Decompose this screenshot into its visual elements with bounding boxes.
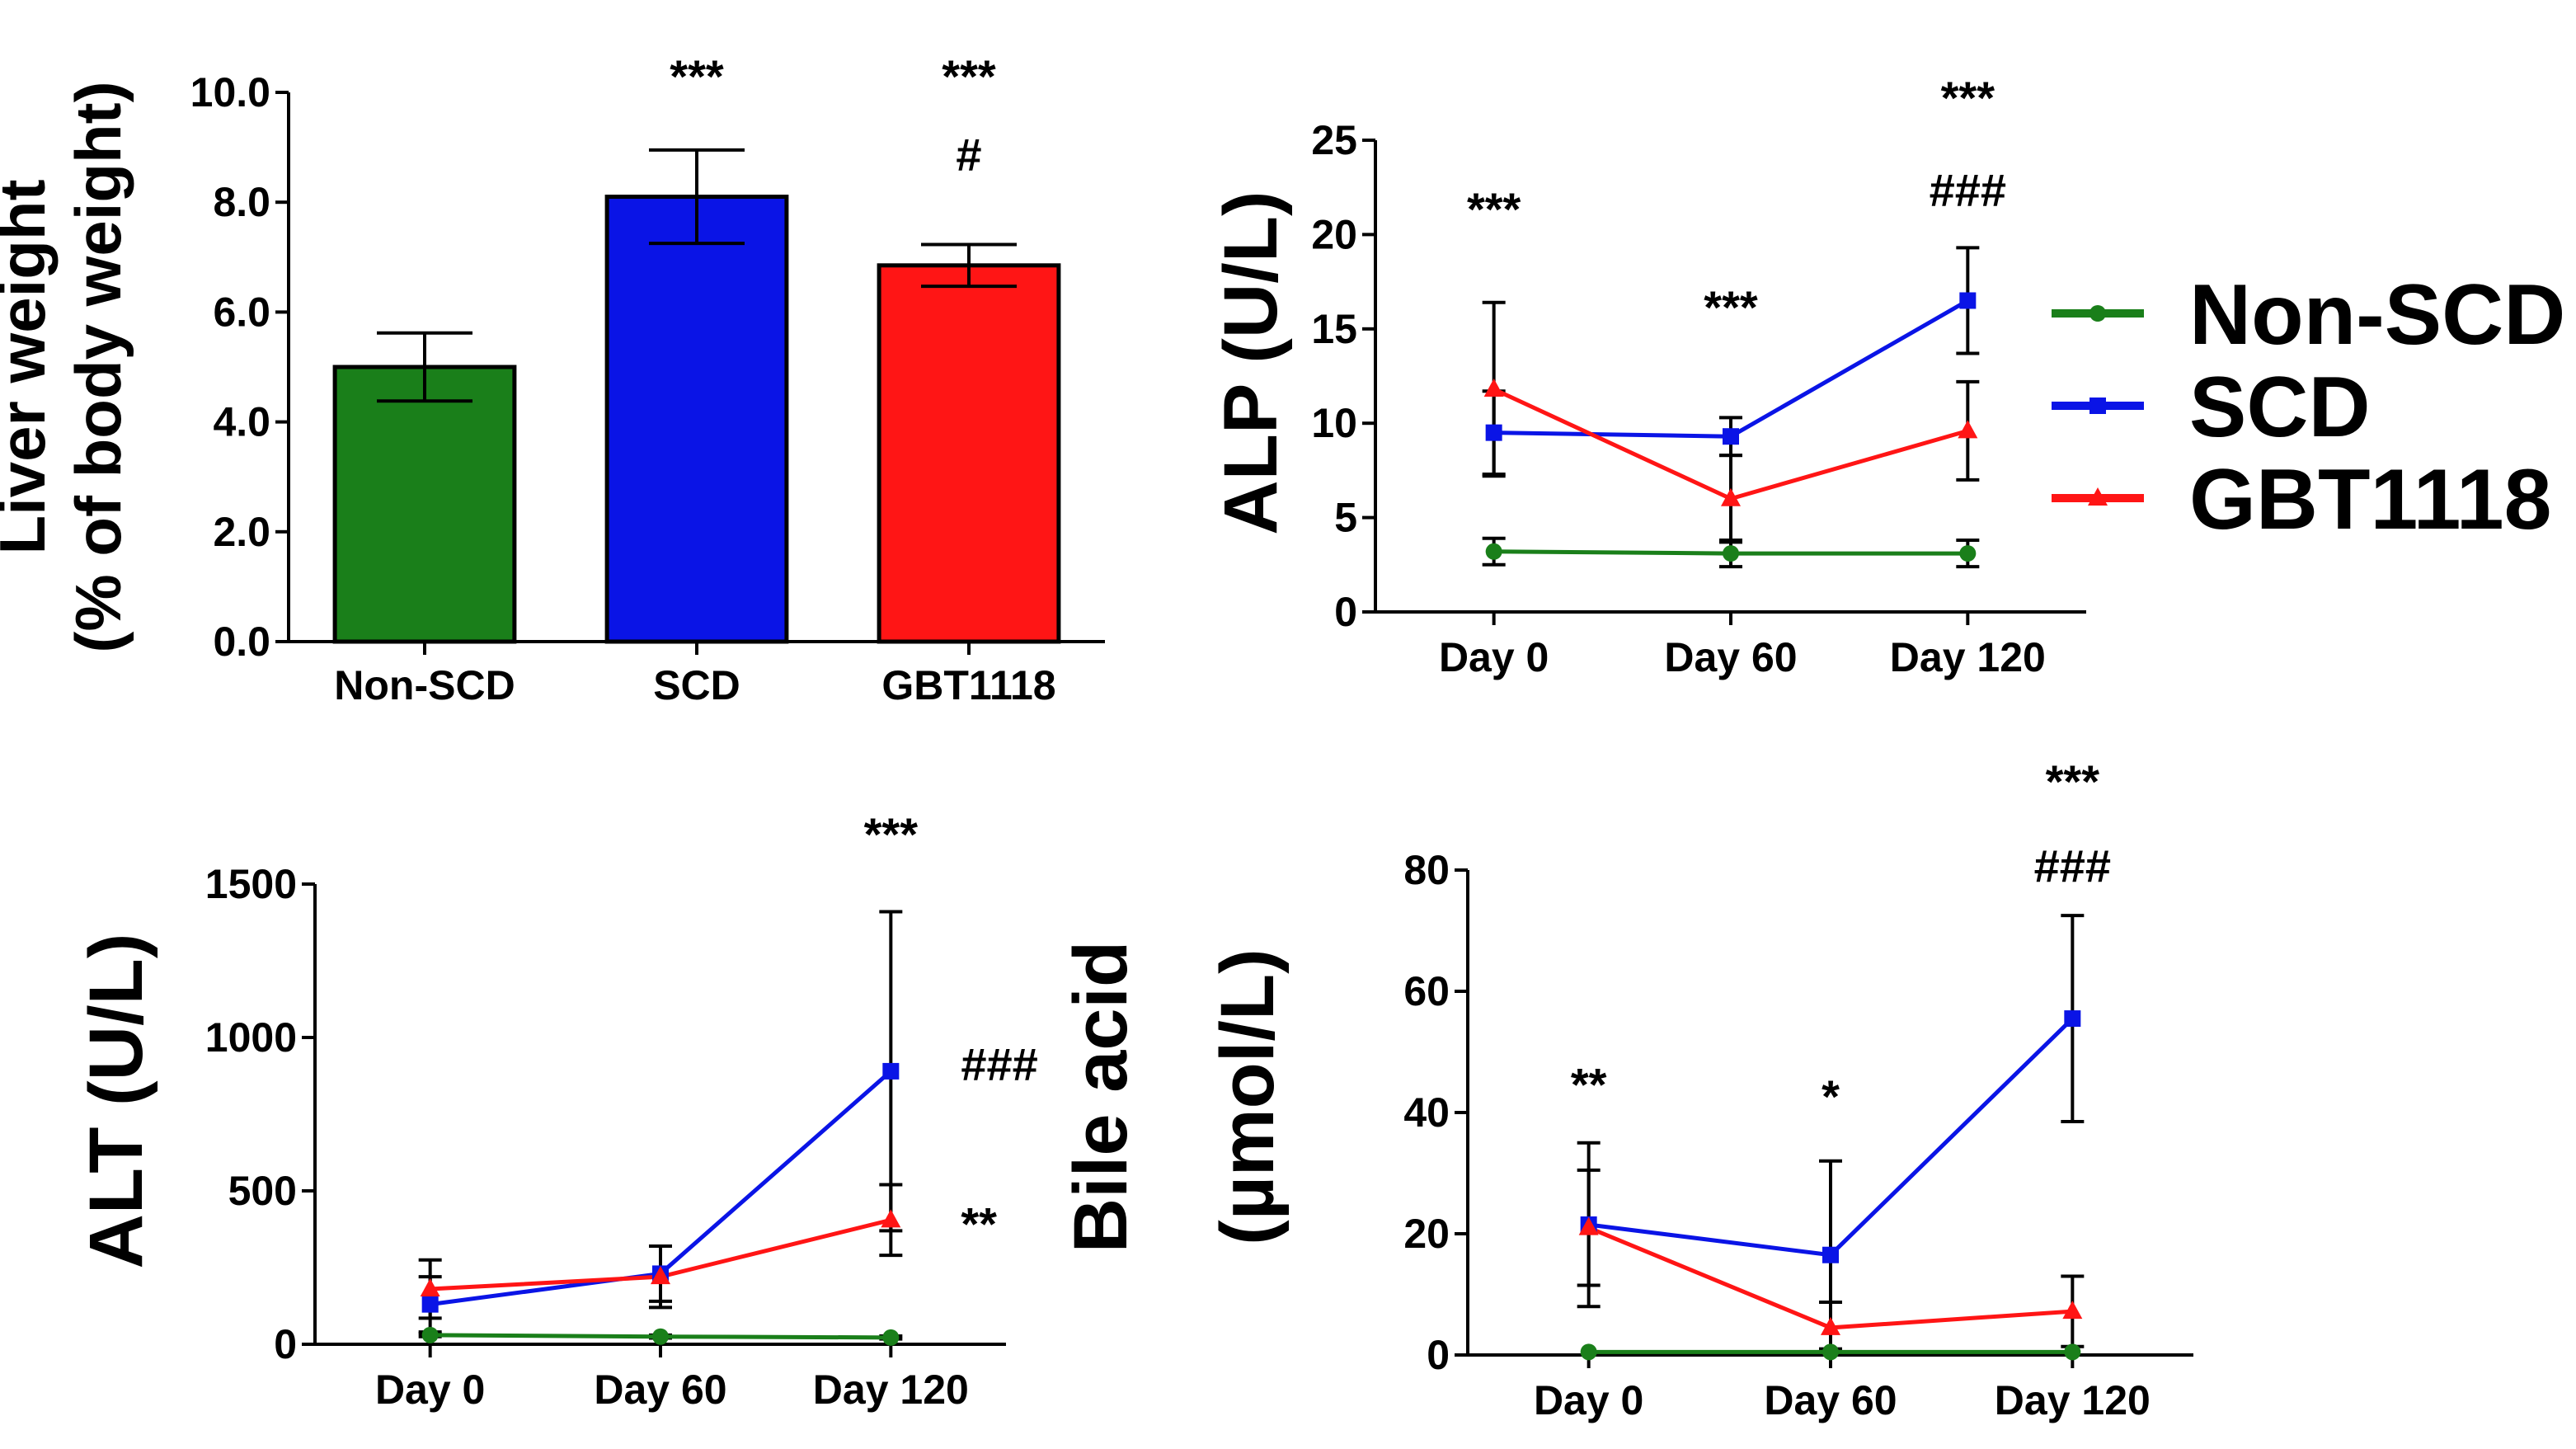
y-tick-label: 2.0 bbox=[213, 509, 270, 555]
liver-weight-chart: 0.0 2.0 4.0 6.0 8.0 10.0 Non-SCD SCD GBT1118 *** *… bbox=[0, 50, 1105, 708]
point-gbt1118 bbox=[1958, 420, 1978, 439]
point-scd bbox=[882, 1062, 900, 1080]
significance-annotation: ### bbox=[2034, 840, 2111, 892]
y-axis-title: ALP (U/L) bbox=[1209, 191, 1293, 534]
y-tick-label: 20 bbox=[1403, 1211, 1450, 1257]
point-non-scd bbox=[652, 1328, 669, 1345]
alp-chart: 0 5 10 15 20 25 Day 0 Day 60 Day 120 *** *** *** ###… bbox=[1209, 72, 2086, 680]
y-tick-label: 40 bbox=[1403, 1089, 1450, 1136]
bar-scd bbox=[604, 195, 789, 644]
significance-annotation: ** bbox=[1571, 1058, 1607, 1110]
y-tick-label: 10.0 bbox=[190, 69, 270, 115]
point-non-scd bbox=[1485, 543, 1502, 560]
point-non-scd bbox=[1959, 545, 1977, 562]
x-tick-label: Day 0 bbox=[1534, 1377, 1643, 1423]
y-tick-label: 15 bbox=[1311, 306, 1357, 352]
point-non-scd bbox=[882, 1329, 900, 1346]
y-tick-label: 6.0 bbox=[213, 289, 270, 335]
significance-annotation: *** bbox=[1467, 183, 1521, 235]
y-tick-label: 5 bbox=[1334, 495, 1357, 541]
legend-marker-non-scd bbox=[2089, 305, 2106, 322]
significance-annotation: *** bbox=[2046, 755, 2100, 807]
legend-label-scd: SCD bbox=[2189, 360, 2371, 455]
point-scd bbox=[2064, 1010, 2081, 1028]
significance-annotation: ** bbox=[961, 1198, 997, 1250]
y-tick-label: 20 bbox=[1311, 211, 1357, 257]
x-tick-label: Day 120 bbox=[1995, 1377, 2151, 1423]
y-axis-title: Liver weight bbox=[0, 179, 59, 554]
x-tick-label: Day 60 bbox=[1764, 1377, 1897, 1423]
legend-label-non-scd: Non-SCD bbox=[2189, 267, 2565, 363]
x-tick-label: Day 0 bbox=[1439, 634, 1549, 680]
point-gbt1118 bbox=[1821, 1316, 1840, 1335]
alt-chart: 0 500 1000 1500 Day 0 Day 60 Day 120 *** ### ** AL… bbox=[74, 808, 1038, 1413]
y-tick-label: 4.0 bbox=[213, 399, 270, 445]
point-scd bbox=[1723, 428, 1739, 445]
y-tick-label: 0.0 bbox=[213, 619, 270, 665]
y-tick-label: 60 bbox=[1403, 968, 1450, 1014]
x-tick-label: Day 0 bbox=[375, 1367, 485, 1413]
point-non-scd bbox=[421, 1326, 439, 1343]
legend-label-gbt1118: GBT1118 bbox=[2189, 452, 2551, 548]
y-tick-label: 1000 bbox=[205, 1014, 297, 1061]
y-tick-label: 8.0 bbox=[213, 179, 270, 225]
x-tick-label: Day 120 bbox=[813, 1367, 969, 1413]
legend-marker-gbt1118 bbox=[2088, 487, 2108, 506]
point-gbt1118 bbox=[651, 1266, 670, 1285]
point-scd bbox=[421, 1296, 439, 1313]
x-tick-label: Day 60 bbox=[1664, 634, 1797, 680]
x-tick-label: Non-SCD bbox=[334, 662, 515, 708]
significance-annotation: ### bbox=[1930, 164, 2006, 216]
significance-annotation: *** bbox=[670, 50, 724, 102]
point-gbt1118 bbox=[1721, 487, 1741, 506]
y-tick-label: 1500 bbox=[205, 861, 297, 907]
y-tick-label: 0 bbox=[274, 1321, 297, 1367]
point-gbt1118 bbox=[2062, 1301, 2083, 1320]
y-axis-title: (% of body weight) bbox=[62, 81, 134, 652]
point-scd bbox=[1485, 424, 1502, 441]
y-tick-label: 0 bbox=[1334, 589, 1357, 635]
point-non-scd bbox=[1822, 1343, 1839, 1361]
bar-non-scd bbox=[332, 365, 517, 644]
point-non-scd bbox=[1723, 545, 1739, 562]
y-tick-label: 500 bbox=[228, 1168, 297, 1214]
y-axis-title: Bile acid bbox=[1059, 941, 1143, 1253]
point-gbt1118 bbox=[881, 1209, 901, 1228]
y-tick-label: 80 bbox=[1403, 847, 1450, 893]
significance-annotation: *** bbox=[942, 50, 996, 102]
significance-annotation: *** bbox=[1704, 281, 1758, 333]
point-scd bbox=[1822, 1246, 1839, 1263]
significance-annotation: *** bbox=[1941, 72, 1995, 124]
legend-marker-scd bbox=[2089, 398, 2106, 414]
x-tick-label: GBT1118 bbox=[881, 662, 1055, 708]
point-gbt1118 bbox=[1578, 1216, 1599, 1235]
point-gbt1118 bbox=[420, 1278, 440, 1297]
x-tick-label: SCD bbox=[653, 662, 740, 708]
y-tick-label: 0 bbox=[1427, 1332, 1450, 1378]
x-tick-label: Day 60 bbox=[594, 1367, 726, 1413]
x-tick-label: Day 120 bbox=[1890, 634, 2046, 680]
point-non-scd bbox=[1580, 1343, 1597, 1361]
significance-annotation: # bbox=[956, 129, 981, 181]
y-tick-label: 25 bbox=[1311, 117, 1357, 163]
significance-annotation: * bbox=[1822, 1070, 1840, 1122]
significance-annotation: ### bbox=[961, 1038, 1037, 1090]
significance-annotation: *** bbox=[864, 808, 919, 860]
point-scd bbox=[1959, 292, 1977, 309]
y-axis-title: ALT (U/L) bbox=[74, 933, 158, 1268]
point-non-scd bbox=[2064, 1343, 2081, 1361]
y-axis-title: (µmol/L) bbox=[1206, 948, 1290, 1245]
y-tick-label: 10 bbox=[1311, 400, 1357, 446]
point-gbt1118 bbox=[1483, 379, 1504, 398]
bar-gbt1118 bbox=[877, 263, 1061, 644]
